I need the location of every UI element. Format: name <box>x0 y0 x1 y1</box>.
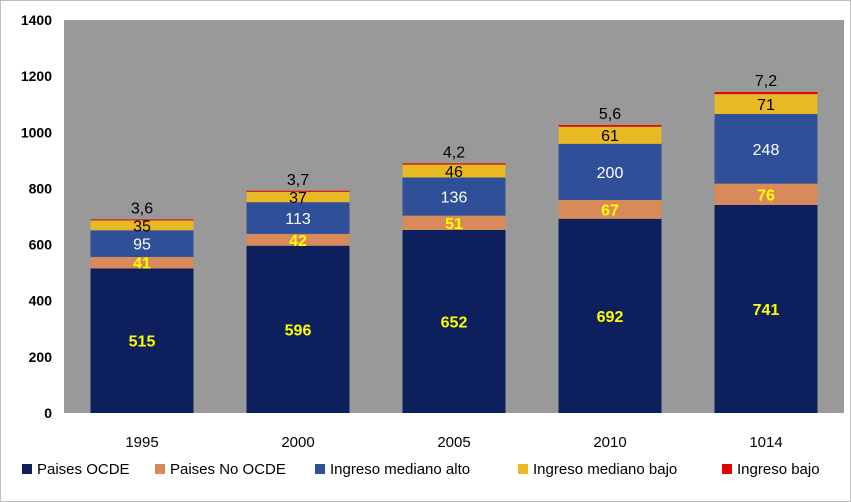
data-label: 200 <box>597 165 624 182</box>
bar-segment-ingreso-bajo <box>402 163 506 165</box>
bar-segment-ingreso-mediano-alto <box>714 114 818 184</box>
bar-segment-ingreso-mediano-bajo <box>402 164 506 178</box>
bar-segment-paises-no-ocde <box>402 215 506 230</box>
bar-segment-ingreso-mediano-bajo <box>558 126 662 144</box>
bar-segment-ingreso-mediano-alto <box>402 177 506 216</box>
legend-swatch <box>22 464 32 474</box>
data-labels-group: 515 41 95 353,6 596 42 113 373,7 652 51 136 46 4,2 69… <box>129 73 780 351</box>
x-tick-label: 1014 <box>749 434 782 451</box>
bar-segment-paises-no-ocde <box>714 183 818 205</box>
y-tick-label: 1400 <box>21 12 52 28</box>
data-label: 3,6 <box>131 200 153 217</box>
data-label: 76 <box>757 187 775 204</box>
data-label: 42 <box>289 233 307 250</box>
legend: Paises OCDE Paises No OCDE Ingreso mediano… <box>22 461 820 478</box>
bar-segment-ingreso-mediano-alto <box>558 143 662 200</box>
bar-segment-ingreso-bajo <box>558 125 662 127</box>
bar-segment-ingreso-mediano-alto <box>90 230 194 257</box>
y-tick-label: 200 <box>29 349 53 365</box>
bar-segment-paises-ocde <box>558 218 662 413</box>
legend-label: Ingreso bajo <box>737 461 820 478</box>
data-label: 37 <box>289 190 307 207</box>
x-axis: 1995 2000 2005 2010 1014 <box>125 434 782 451</box>
data-label: 51 <box>445 216 463 233</box>
legend-swatch <box>315 464 325 474</box>
data-label: 4,2 <box>443 144 465 161</box>
legend-swatch <box>518 464 528 474</box>
bar-segment-ingreso-mediano-bajo <box>714 94 818 115</box>
data-label: 113 <box>285 211 311 228</box>
legend-label: Paises No OCDE <box>170 461 286 478</box>
data-label: 61 <box>601 128 619 145</box>
y-tick-label: 400 <box>29 293 53 309</box>
data-label: 71 <box>757 97 775 114</box>
x-tick-label: 2005 <box>437 434 470 451</box>
data-label: 95 <box>133 237 151 254</box>
bar-segment-ingreso-bajo <box>714 92 818 95</box>
x-tick-label: 1995 <box>125 434 158 451</box>
y-tick-label: 1200 <box>21 68 52 84</box>
data-label: 46 <box>445 164 463 181</box>
bar-segment-paises-no-ocde <box>246 233 350 246</box>
bar-segment-ingreso-bajo <box>90 219 194 221</box>
data-label: 692 <box>597 309 624 326</box>
legend-label: Ingreso mediano alto <box>330 461 470 478</box>
bar-segment-paises-ocde <box>90 268 194 413</box>
data-label: 741 <box>753 302 780 319</box>
data-label: 248 <box>753 142 780 159</box>
bar-segment-paises-ocde <box>714 204 818 413</box>
legend-label: Paises OCDE <box>37 461 130 478</box>
bar-segment-ingreso-mediano-alto <box>246 202 350 234</box>
legend-label: Ingreso mediano bajo <box>533 461 677 478</box>
bar-segment-paises-no-ocde <box>558 199 662 219</box>
data-label: 136 <box>441 190 468 207</box>
data-label: 5,6 <box>599 106 621 123</box>
y-tick-label: 0 <box>44 405 52 421</box>
bar-segment-ingreso-mediano-bajo <box>90 220 194 231</box>
data-label: 35 <box>133 218 151 235</box>
y-tick-label: 1000 <box>21 124 52 140</box>
data-label: 596 <box>285 322 312 339</box>
x-tick-label: 2000 <box>281 434 314 451</box>
data-label: 652 <box>441 314 468 331</box>
bar-segment-ingreso-bajo <box>246 190 350 192</box>
bar-segment-paises-ocde <box>402 229 506 413</box>
data-label: 3,7 <box>287 172 309 189</box>
bar-segment-paises-no-ocde <box>90 256 194 269</box>
x-tick-label: 2010 <box>593 434 626 451</box>
y-axis: 0 200 400 600 800 1000 1200 1400 <box>21 12 52 421</box>
y-tick-label: 600 <box>29 237 53 253</box>
y-tick-label: 800 <box>29 180 53 196</box>
data-label: 67 <box>601 202 619 219</box>
data-label: 515 <box>129 334 156 351</box>
bar-segment-ingreso-mediano-bajo <box>246 191 350 203</box>
legend-swatch <box>155 464 165 474</box>
data-label: 41 <box>133 256 151 273</box>
bars-group <box>90 92 818 413</box>
legend-swatch <box>722 464 732 474</box>
data-label: 7,2 <box>755 73 777 90</box>
bar-segment-paises-ocde <box>246 245 350 413</box>
